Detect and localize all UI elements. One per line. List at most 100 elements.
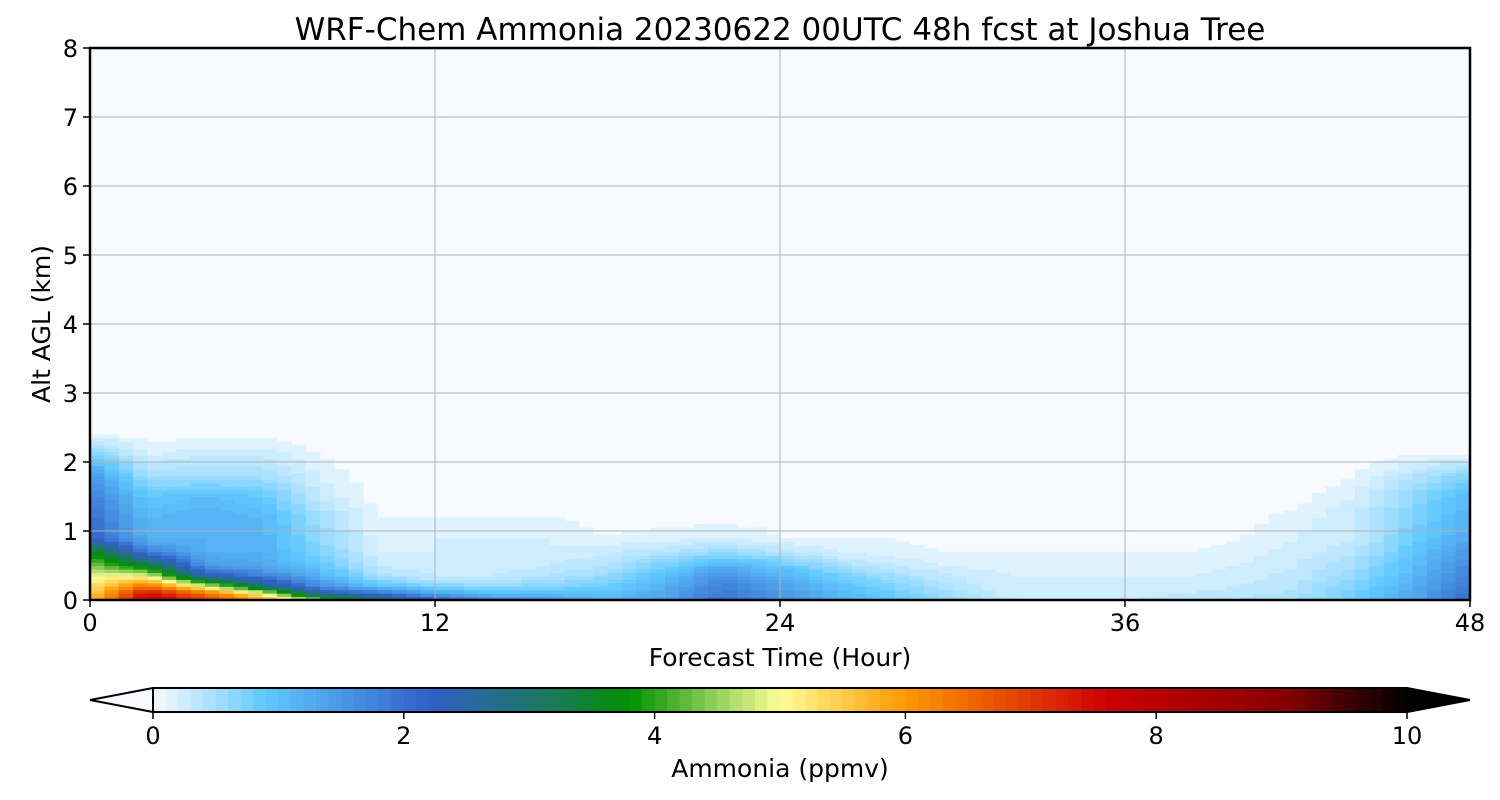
heatmap-cell <box>1326 510 1342 515</box>
heatmap-cell <box>708 582 724 587</box>
heatmap-cell <box>650 548 666 553</box>
colorbar-segment <box>1093 688 1107 712</box>
heatmap-cell <box>1369 537 1385 542</box>
heatmap-cell <box>1139 586 1155 591</box>
heatmap-cell <box>1311 593 1327 598</box>
heatmap-cell <box>1153 593 1169 598</box>
heatmap-cell <box>1369 572 1385 577</box>
heatmap-cell <box>90 517 105 522</box>
heatmap-cell <box>406 572 422 577</box>
heatmap-cell <box>118 565 134 570</box>
heatmap-cell <box>1125 568 1140 573</box>
heatmap-cell <box>492 555 508 560</box>
heatmap-cell <box>161 589 177 594</box>
heatmap-cell <box>133 486 149 491</box>
heatmap-cell <box>334 482 350 487</box>
heatmap-cell <box>90 493 105 498</box>
heatmap-cell <box>147 520 163 525</box>
heatmap-cell <box>205 441 220 446</box>
heatmap-cell <box>176 524 192 529</box>
heatmap-cell <box>837 572 853 577</box>
colorbar-segment <box>453 688 467 712</box>
heatmap-cell <box>1369 496 1385 501</box>
heatmap-cell <box>1383 465 1399 470</box>
heatmap-cell <box>880 579 896 584</box>
heatmap-cell <box>679 527 695 532</box>
heatmap-cell <box>262 593 278 598</box>
heatmap-cell <box>118 489 134 494</box>
heatmap-cell <box>693 544 709 549</box>
heatmap-cell <box>708 551 724 556</box>
heatmap-cell <box>1283 534 1299 539</box>
heatmap-cell <box>219 589 235 594</box>
heatmap-cell <box>449 589 465 594</box>
heatmap-cell <box>1398 537 1414 542</box>
heatmap-cell <box>118 455 134 460</box>
heatmap-cell <box>305 541 321 546</box>
heatmap-cell <box>851 572 867 577</box>
heatmap-cell <box>1340 582 1356 587</box>
heatmap-cell <box>205 558 220 563</box>
heatmap-cell <box>995 572 1011 577</box>
heatmap-cell <box>1067 579 1083 584</box>
heatmap-cell <box>463 579 479 584</box>
colorbar-segment <box>1043 688 1057 712</box>
heatmap-cell <box>305 527 321 532</box>
heatmap-cell <box>895 579 910 584</box>
heatmap-cell <box>693 582 709 587</box>
heatmap-cell <box>535 582 551 587</box>
heatmap-cell <box>578 558 594 563</box>
heatmap-cell <box>104 472 120 477</box>
heatmap-cell <box>305 565 321 570</box>
colorbar-segment <box>654 688 668 712</box>
heatmap-cell <box>406 582 422 587</box>
heatmap-cell <box>1369 520 1385 525</box>
heatmap-cell <box>219 596 235 601</box>
heatmap-cell <box>492 520 508 525</box>
heatmap-cell <box>1426 472 1442 477</box>
heatmap-cell <box>248 593 264 598</box>
heatmap-cell <box>190 472 206 477</box>
heatmap-cell <box>320 493 335 498</box>
heatmap-cell <box>895 541 910 546</box>
heatmap-cell <box>334 520 350 525</box>
heatmap-cell <box>1024 562 1040 567</box>
heatmap-cell <box>621 544 637 549</box>
heatmap-cell <box>636 541 652 546</box>
heatmap-cell <box>708 537 724 542</box>
heatmap-cell <box>578 562 594 567</box>
heatmap-cell <box>895 555 910 560</box>
heatmap-cell <box>1125 558 1140 563</box>
heatmap-cell <box>219 493 235 498</box>
heatmap-cell <box>233 517 249 522</box>
heatmap-cell <box>248 548 264 553</box>
heatmap-cell <box>104 468 120 473</box>
heatmap-cell <box>1426 475 1442 480</box>
heatmap-cell <box>708 562 724 567</box>
heatmap-cell <box>133 444 149 449</box>
heatmap-cell <box>923 551 939 556</box>
heatmap-cell <box>363 544 379 549</box>
heatmap-cell <box>90 524 105 529</box>
heatmap-cell <box>104 534 120 539</box>
heatmap-cell <box>291 517 307 522</box>
heatmap-cell <box>1024 568 1040 573</box>
heatmap-cell <box>1355 520 1370 525</box>
heatmap-cell <box>435 537 450 542</box>
heatmap-cell <box>1225 572 1241 577</box>
heatmap-cell <box>104 568 120 573</box>
heatmap-cell <box>1053 589 1069 594</box>
heatmap-cell <box>765 586 781 591</box>
heatmap-cell <box>1340 579 1356 584</box>
heatmap-cell <box>104 493 120 498</box>
heatmap-cell <box>1297 531 1313 536</box>
heatmap-cell <box>1283 510 1299 515</box>
colorbar-segment <box>591 688 605 712</box>
colorbar <box>89 686 1471 714</box>
colorbar-segment <box>767 688 781 712</box>
heatmap-cell <box>952 551 968 556</box>
heatmap-cell <box>363 551 379 556</box>
heatmap-cell <box>219 451 235 456</box>
heatmap-cell <box>679 558 695 563</box>
heatmap-cell <box>90 537 105 542</box>
